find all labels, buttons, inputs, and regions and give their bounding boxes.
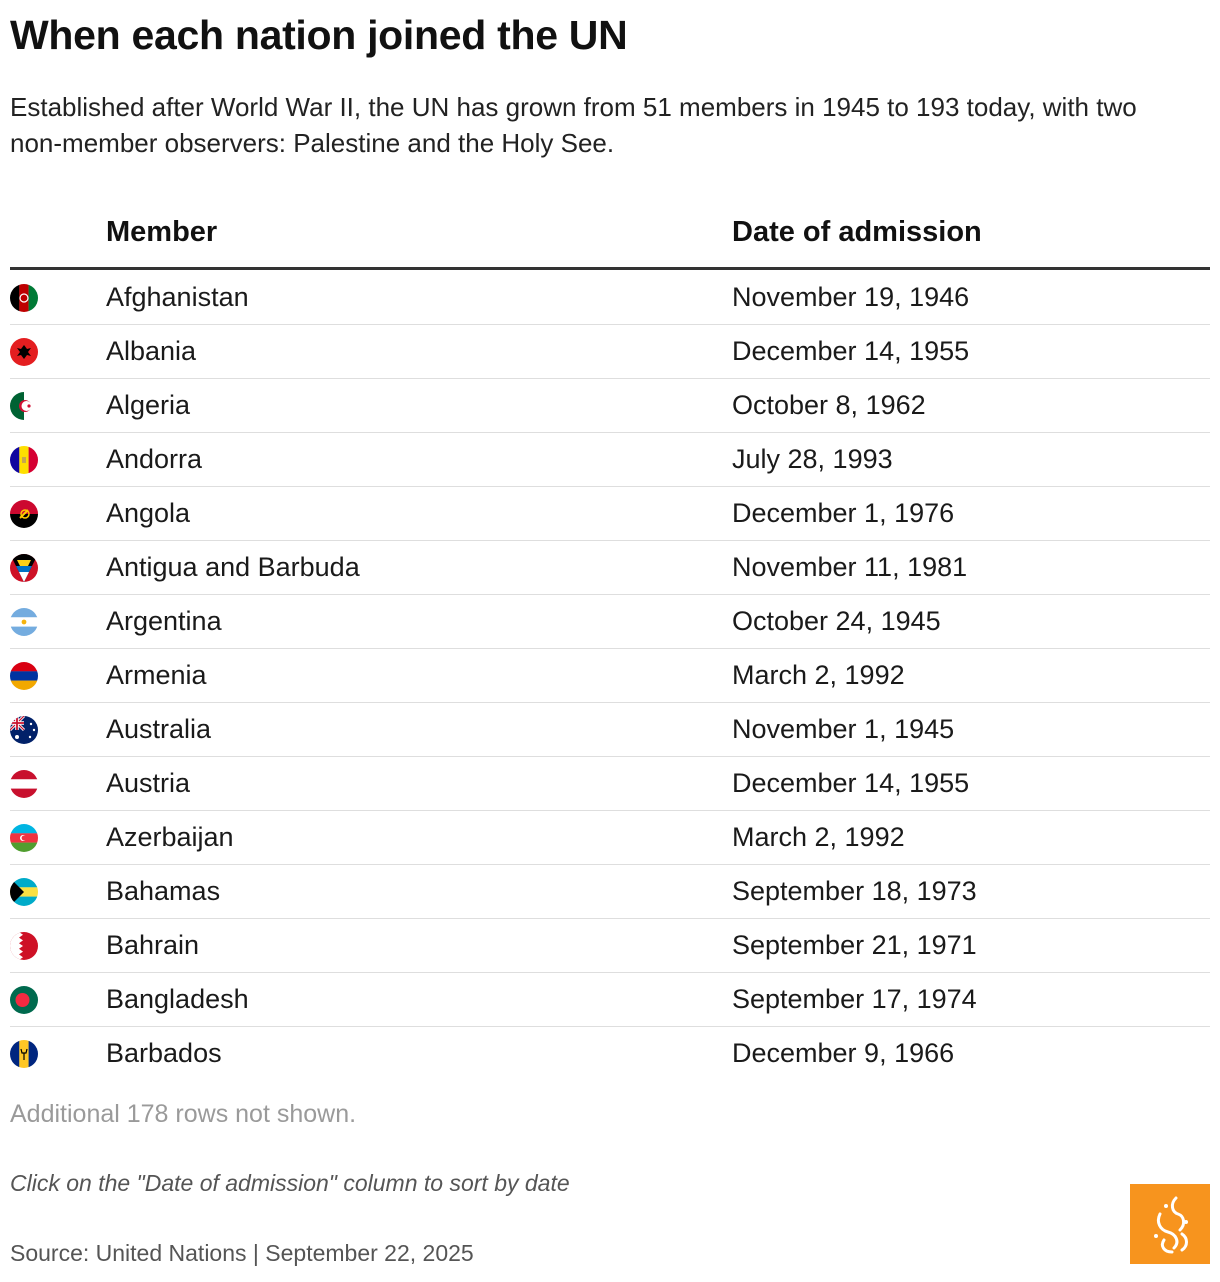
table-row: Australia November 1, 1945 (10, 703, 1210, 757)
afghanistan-flag-icon (10, 284, 38, 312)
date-of-admission-cell: September 21, 1971 (732, 930, 977, 960)
azerbaijan-flag-icon (10, 824, 38, 852)
al-jazeera-logo-icon (1130, 1184, 1210, 1264)
table-row: Bangladesh September 17, 1974 (10, 973, 1210, 1027)
chart-subtitle: Established after World War II, the UN h… (10, 92, 1137, 158)
member-cell: Austria (106, 768, 191, 798)
member-cell: Barbados (106, 1038, 222, 1068)
algeria-flag-icon (10, 392, 38, 420)
more-rows-note: Additional 178 rows not shown. (10, 1100, 357, 1128)
table-row: Andorra July 28, 1993 (10, 433, 1210, 487)
date-of-admission-cell: November 1, 1945 (732, 714, 955, 744)
angola-flag-icon (10, 500, 38, 528)
argentina-flag-icon (10, 608, 38, 636)
member-cell: Angola (106, 498, 191, 528)
bahamas-flag-icon (10, 878, 38, 906)
member-cell: Bahrain (106, 930, 200, 960)
table-row: Angola December 1, 1976 (10, 487, 1210, 541)
date-of-admission-cell: December 1, 1976 (732, 498, 955, 528)
antigua-and-barbuda-flag-icon (10, 554, 38, 582)
member-cell: Azerbaijan (106, 822, 234, 852)
table-row: Bahamas September 18, 1973 (10, 865, 1210, 919)
date-of-admission-cell: December 14, 1955 (732, 336, 970, 366)
date-of-admission-cell: March 2, 1992 (732, 822, 905, 852)
table-row: Azerbaijan March 2, 1992 (10, 811, 1210, 865)
bangladesh-flag-icon (10, 986, 38, 1014)
table-row: Antigua and Barbuda November 11, 1981 (10, 541, 1210, 595)
date-of-admission-cell: October 8, 1962 (732, 390, 926, 420)
table-body: Afghanistan November 19, 1946 Albania Decem… (10, 271, 1210, 1081)
date-of-admission-cell: March 2, 1992 (732, 660, 905, 690)
member-cell: Bahamas (106, 876, 221, 906)
date-of-admission-cell: September 18, 1973 (732, 876, 977, 906)
date-of-admission-cell: November 19, 1946 (732, 282, 970, 312)
table-row: Algeria October 8, 1962 (10, 379, 1210, 433)
table-row: Afghanistan November 19, 1946 (10, 271, 1210, 325)
barbados-flag-icon (10, 1040, 38, 1068)
member-cell: Australia (106, 714, 212, 744)
date-of-admission-cell: November 11, 1981 (732, 552, 968, 582)
table-row: Armenia March 2, 1992 (10, 649, 1210, 703)
date-of-admission-cell: September 17, 1974 (732, 984, 977, 1014)
column-header-date-of-admission[interactable]: Date of admission (732, 216, 982, 248)
source-line: Source: United Nations | September 22, 2… (10, 1240, 474, 1266)
chart-title: When each nation joined the UN (10, 12, 628, 58)
table-row: Argentina October 24, 1945 (10, 595, 1210, 649)
australia-flag-icon (10, 716, 38, 744)
date-of-admission-cell: July 28, 1993 (732, 444, 893, 474)
member-cell: Armenia (106, 660, 207, 690)
albania-flag-icon (10, 338, 38, 366)
table-row: Barbados December 9, 1966 (10, 1027, 1210, 1081)
member-cell: Algeria (106, 390, 191, 420)
bahrain-flag-icon (10, 932, 38, 960)
table-header: Member Date of admission (10, 208, 1210, 270)
date-of-admission-cell: October 24, 1945 (732, 606, 941, 636)
member-cell: Andorra (106, 444, 203, 474)
austria-flag-icon (10, 770, 38, 798)
member-cell: Antigua and Barbuda (106, 552, 360, 582)
table-row: Austria December 14, 1955 (10, 757, 1210, 811)
member-cell: Afghanistan (106, 282, 249, 312)
member-cell: Bangladesh (106, 984, 249, 1014)
member-cell: Argentina (106, 606, 222, 636)
table-row: Albania December 14, 1955 (10, 325, 1210, 379)
andorra-flag-icon (10, 446, 38, 474)
date-of-admission-cell: December 9, 1966 (732, 1038, 955, 1068)
table-row: Bahrain September 21, 1971 (10, 919, 1210, 973)
date-of-admission-cell: December 14, 1955 (732, 768, 970, 798)
column-header-member[interactable]: Member (106, 216, 218, 248)
armenia-flag-icon (10, 662, 38, 690)
sort-hint: Click on the "Date of admission" column … (10, 1170, 570, 1196)
member-cell: Albania (106, 336, 197, 366)
